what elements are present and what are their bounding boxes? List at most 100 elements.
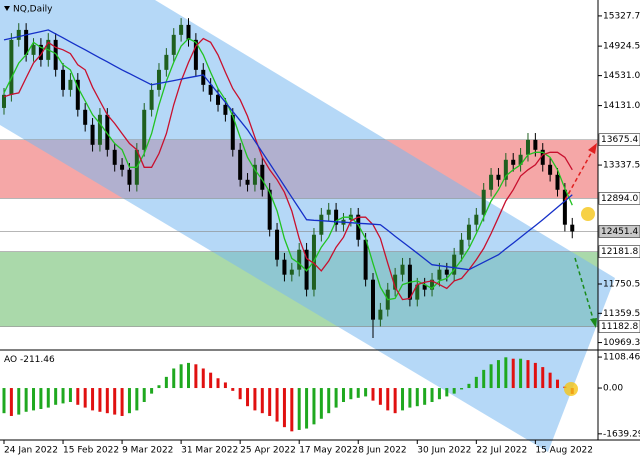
candle-body: [275, 229, 280, 260]
ao-bar: [496, 360, 500, 389]
candle-body: [503, 159, 508, 180]
ao-bar: [223, 382, 227, 389]
candle-body: [459, 239, 464, 255]
candle-body: [437, 269, 442, 280]
candle-body: [518, 154, 523, 165]
x-tick-label: 15 Feb 2022: [63, 446, 119, 456]
ao-bar: [164, 376, 168, 389]
x-tick-label: 8 Jun 2022: [358, 446, 406, 456]
ao-bar: [474, 376, 478, 389]
candle-body: [430, 279, 435, 290]
level-label: 13675.4: [601, 135, 638, 145]
level-label: 12894.0: [601, 194, 638, 204]
ao-bar: [282, 388, 286, 428]
candle-body: [282, 259, 287, 275]
candle-body: [193, 39, 198, 70]
ao-bar: [489, 364, 493, 389]
candle-body: [201, 69, 206, 85]
ao-bar: [327, 388, 331, 414]
plot: [0, 18, 598, 432]
candle-body: [179, 24, 184, 35]
candle-body: [540, 149, 545, 165]
ao-bar: [91, 388, 95, 411]
level-label-box: [598, 320, 640, 333]
ao-bar: [467, 383, 471, 389]
candle-body: [533, 139, 538, 150]
candle-body: [562, 189, 567, 225]
candle-body: [371, 279, 375, 320]
ao-bar: [526, 360, 530, 389]
ao-bar: [260, 388, 264, 414]
candle-body: [112, 149, 117, 165]
y-tick-label: 14531.0: [603, 71, 640, 81]
y-tick-label: 14131.0: [603, 101, 640, 111]
candle-body: [326, 209, 331, 215]
candle-body: [260, 164, 265, 190]
candle-body: [297, 249, 302, 270]
ao-bar: [541, 367, 545, 389]
candle-body: [31, 44, 36, 55]
candle-body: [223, 104, 228, 115]
ao-bar: [504, 357, 508, 389]
up-arrow-head: [588, 143, 597, 154]
x-tick-label: 15 Aug 2022: [535, 446, 593, 456]
ao-bar: [482, 369, 486, 389]
ao-bar: [305, 388, 309, 429]
candle-body: [548, 164, 553, 175]
candle-body: [474, 214, 479, 225]
ao-bar: [113, 388, 117, 415]
candle-body: [68, 79, 73, 90]
level-label-box: [598, 133, 640, 146]
ao-bar: [120, 388, 124, 416]
y-tick-label: 10969.3: [603, 338, 640, 348]
ao-bar: [142, 388, 146, 403]
y-tick-label: 14924.5: [603, 42, 640, 52]
candle-body: [400, 264, 405, 275]
indicator-value: -211.46: [20, 355, 55, 365]
candle-body: [334, 209, 339, 225]
level-label: 12181.8: [601, 247, 638, 257]
ao-bar: [319, 388, 323, 419]
ao-bar: [98, 388, 102, 412]
ao-bar: [460, 388, 464, 390]
ao-bar: [179, 364, 183, 389]
up-arrow: [564, 147, 595, 201]
candle-body: [452, 254, 457, 275]
candle-body: [97, 114, 102, 145]
ao-bar: [9, 388, 13, 416]
candle-body: [164, 54, 169, 70]
x-tick-label: 30 Jun 2022: [417, 446, 471, 456]
level-label-box: [598, 192, 640, 205]
candle-body: [53, 39, 58, 70]
ao-bar: [105, 388, 109, 414]
ao-bar: [533, 362, 537, 389]
x-tick-label: 9 Mar 2022: [122, 446, 173, 456]
ao-bar: [17, 388, 21, 415]
candle-body: [252, 164, 257, 185]
ao-bar: [127, 388, 131, 414]
ao-bar: [393, 388, 397, 414]
ao-bar: [349, 388, 353, 400]
ao-bar: [423, 388, 427, 405]
indicator-title: AO: [4, 355, 17, 365]
x-tick-label: 25 Apr 2022: [240, 446, 296, 456]
level-label-box: [598, 225, 640, 238]
candle-body: [186, 24, 191, 40]
ao-bar: [334, 388, 338, 408]
ao-bar: [415, 388, 419, 407]
ao-bar: [246, 388, 250, 407]
indicator-label: AO -211.46: [4, 355, 55, 365]
candle-body: [267, 189, 272, 230]
candle-body: [489, 174, 494, 190]
ao-bar: [386, 388, 390, 411]
candle-body: [525, 139, 530, 155]
ao-bar: [172, 368, 176, 389]
ao-bar: [209, 372, 213, 389]
x-tick-label: 22 Jul 2022: [476, 446, 527, 456]
ao-bar: [341, 388, 345, 403]
ao-bar: [68, 388, 72, 403]
ao-bar: [83, 388, 87, 408]
ao-bar: [194, 364, 198, 389]
down-arrow-head: [590, 318, 597, 328]
